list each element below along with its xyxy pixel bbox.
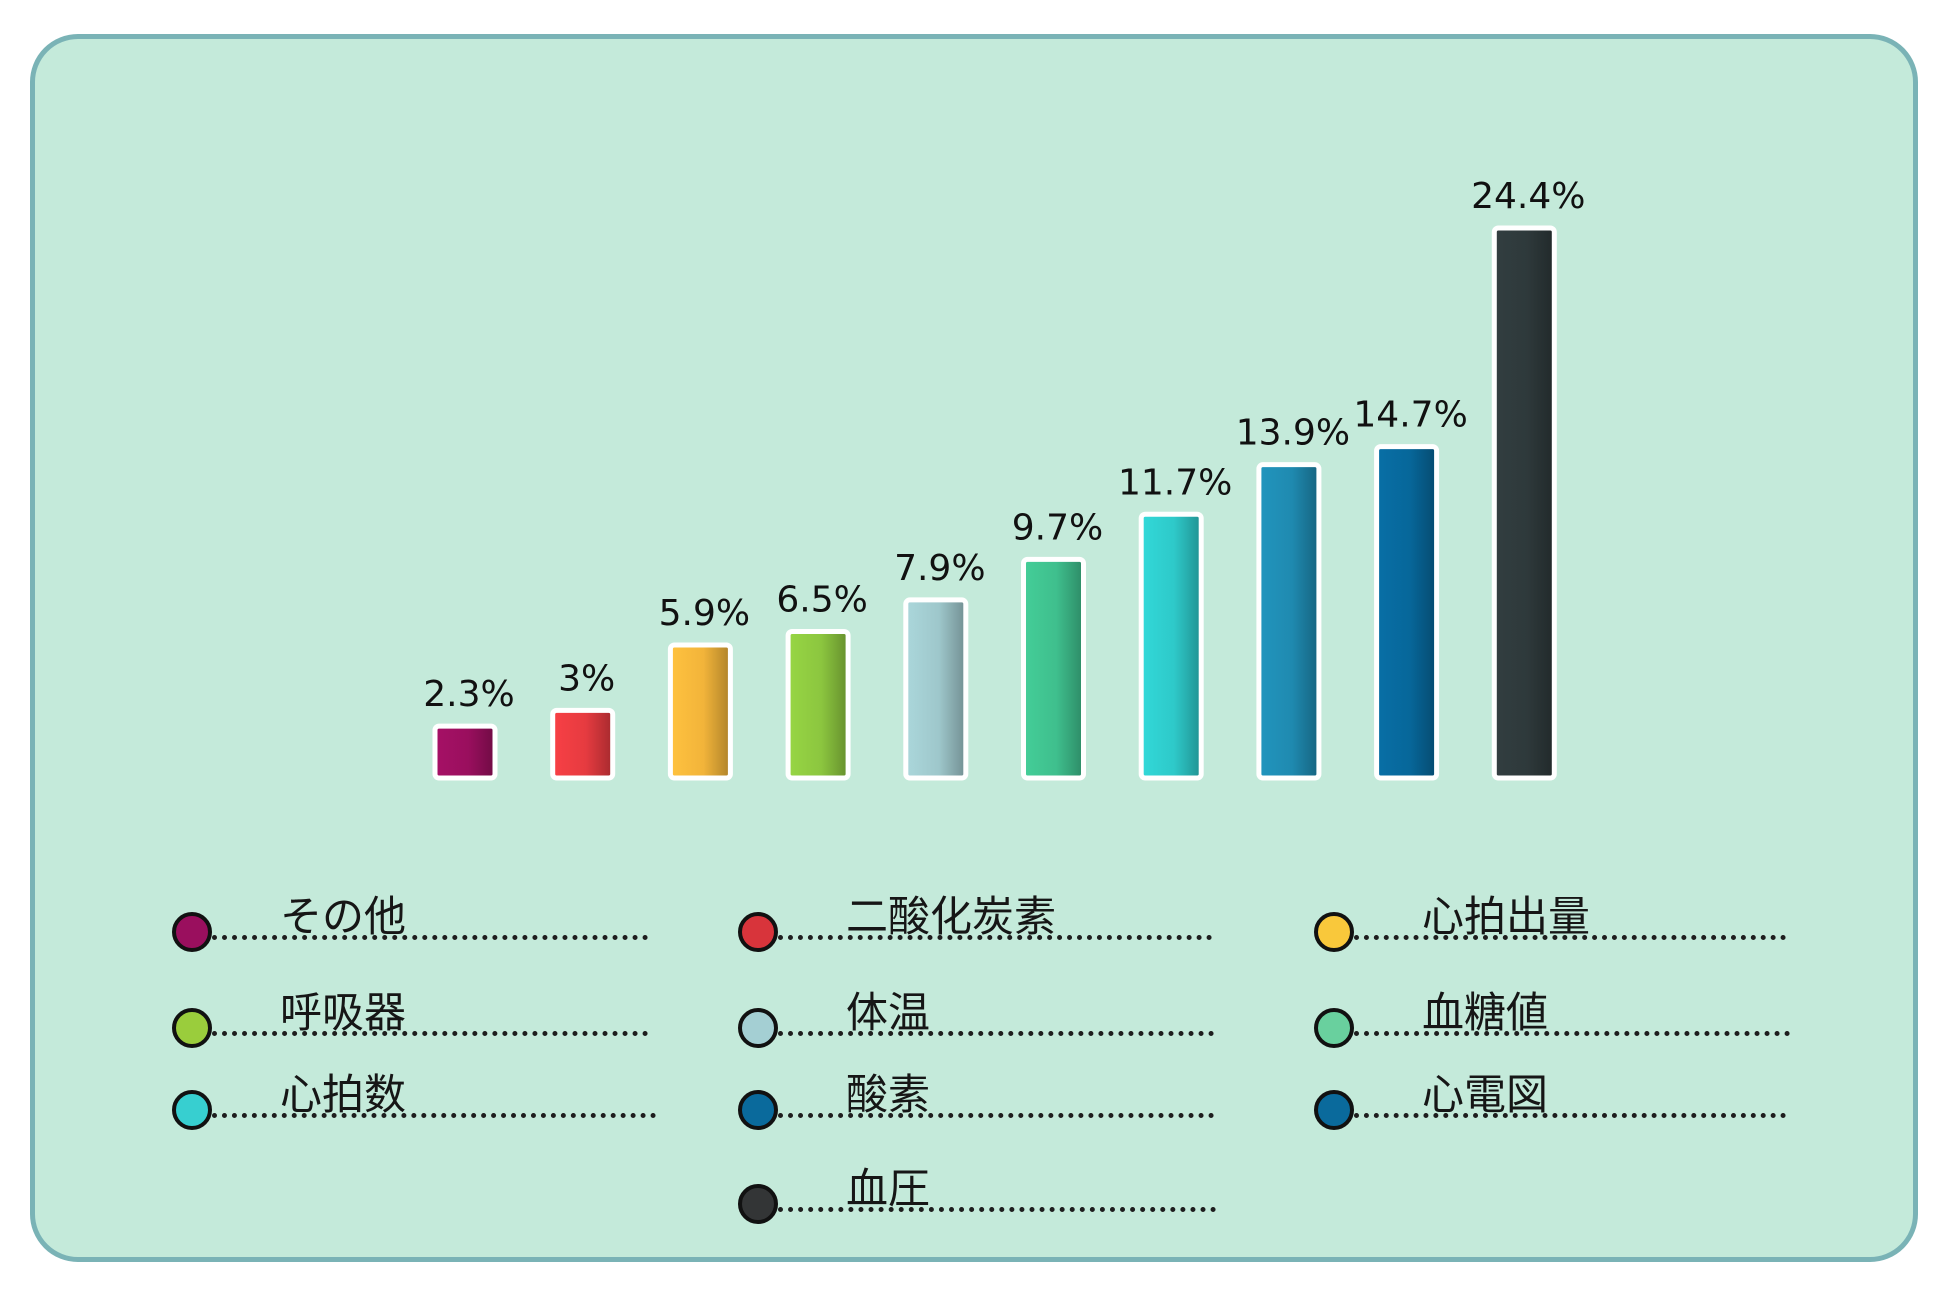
legend-item-8: 心電図	[1314, 1070, 1786, 1130]
legend-swatch-icon	[1314, 912, 1354, 952]
legend-dotted-leader	[212, 1031, 648, 1036]
legend-swatch-icon	[172, 1090, 212, 1130]
legend-label: 血糖値	[1422, 988, 1549, 1037]
legend-dotted-leader	[1354, 1031, 1790, 1036]
bar-1	[550, 707, 616, 781]
bar-value-label-5: 9.7%	[1012, 507, 1103, 548]
legend-dotted-leader	[212, 935, 648, 940]
legend-dotted-leader	[778, 1113, 1214, 1118]
bar-value-labels: 2.3% 3% 5.9% 6.5% 7.9% 9.7% 11.7%13.9% 14.7% 24.…	[423, 176, 1585, 715]
legend-swatch-icon	[172, 912, 212, 952]
bar-6	[1138, 511, 1204, 781]
legend-swatch-icon	[1314, 1008, 1354, 1048]
legend-label: 体温	[846, 988, 931, 1037]
legend-label: 心拍数	[280, 1070, 407, 1119]
legend-label: 酸素	[846, 1070, 931, 1119]
chart-panel	[30, 34, 1918, 1262]
legend-label: 血圧	[846, 1164, 931, 1213]
bar-7	[1256, 462, 1322, 781]
bar-value-label-0: 2.3%	[423, 674, 514, 715]
legend-swatch-icon	[172, 1008, 212, 1048]
bar-9	[1491, 225, 1557, 781]
legend-swatch-icon	[738, 1184, 778, 1224]
legend-item-9: 血圧	[738, 1164, 1216, 1224]
bar-value-label-4: 7.9%	[894, 548, 985, 589]
legend-label: 二酸化炭素	[846, 892, 1057, 941]
legend-swatch-icon	[738, 1008, 778, 1048]
legend-label: 心拍出量	[1422, 892, 1591, 941]
bar-3	[785, 628, 851, 781]
bar-8	[1374, 444, 1440, 781]
legend-dotted-leader	[778, 1207, 1216, 1212]
legend-label: 呼吸器	[280, 988, 407, 1037]
bar-4	[903, 597, 969, 781]
legend-label: 心電図	[1422, 1070, 1549, 1119]
bar-2	[667, 642, 733, 781]
bar-5	[1021, 556, 1086, 781]
bar-value-label-2: 5.9%	[659, 593, 750, 634]
legend-item-2: 心拍出量	[1314, 892, 1786, 952]
legend-dotted-leader	[778, 935, 1212, 940]
legend-item-7: 酸素	[738, 1070, 1214, 1130]
legend-dotted-leader	[1354, 1113, 1786, 1118]
legend-swatch-icon	[738, 1090, 778, 1130]
bar-value-label-7: 13.9%	[1236, 413, 1350, 454]
bar-value-label-8: 14.7%	[1353, 395, 1467, 436]
legend-swatch-icon	[1314, 1090, 1354, 1130]
legend-item-5: 血糖値	[1314, 988, 1790, 1048]
legend-item-6: 心拍数	[172, 1070, 656, 1130]
legend-dotted-leader	[778, 1031, 1214, 1036]
legend-label: その他	[280, 892, 407, 941]
legend-item-3: 呼吸器	[172, 988, 648, 1048]
bar-value-label-3: 6.5%	[776, 579, 867, 620]
legend-swatch-icon	[738, 912, 778, 952]
bar-value-label-6: 11.7%	[1118, 462, 1232, 503]
legend-item-0: その他	[172, 892, 648, 952]
bar-value-label-1: 3%	[558, 658, 615, 699]
bar-series	[432, 225, 1557, 781]
legend-item-1: 二酸化炭素	[738, 892, 1212, 952]
legend-item-4: 体温	[738, 988, 1214, 1048]
bar-0	[432, 723, 498, 781]
legend-dotted-leader	[212, 1113, 656, 1118]
legend-dotted-leader	[1354, 935, 1786, 940]
bar-value-label-9: 24.4%	[1471, 176, 1585, 217]
